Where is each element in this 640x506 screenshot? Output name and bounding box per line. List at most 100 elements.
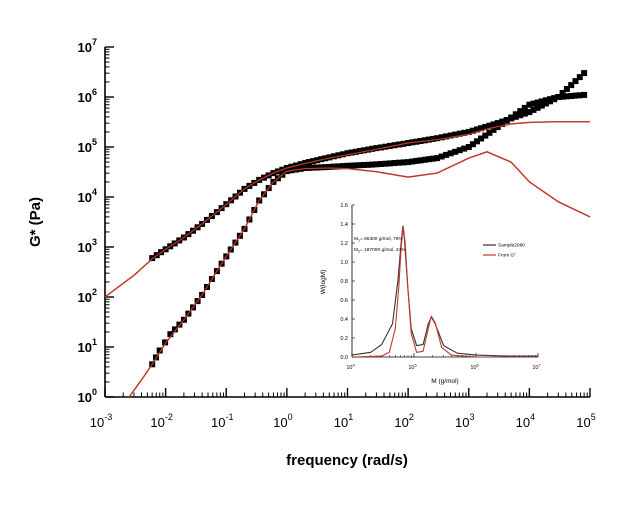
data-point <box>551 95 558 102</box>
data-point <box>378 144 384 151</box>
data-point <box>348 149 355 156</box>
inset-y-tick-label: 1.6 <box>340 203 348 209</box>
data-point <box>318 164 325 171</box>
data-point <box>306 164 313 171</box>
main-y-tick-label: 107 <box>78 37 97 55</box>
data-point <box>526 109 533 116</box>
data-point <box>434 135 441 142</box>
data-point <box>482 132 489 139</box>
inset-y-tick-label: 0.6 <box>340 298 348 304</box>
main-y-tick-label: 105 <box>78 137 97 155</box>
data-point <box>356 162 363 169</box>
data-point <box>348 162 355 169</box>
data-point <box>365 146 372 153</box>
data-point <box>512 111 519 118</box>
data-point <box>373 161 380 168</box>
data-point <box>499 120 506 127</box>
data-point <box>409 158 416 165</box>
data-point <box>547 96 553 103</box>
inset-annotation-1: M1= 66300 g/mol, 76% <box>354 236 404 243</box>
legend-label-sample2080: Sample2080 <box>498 243 525 249</box>
data-point <box>330 153 337 160</box>
inset-line-1 <box>352 225 538 357</box>
data-point <box>469 127 476 134</box>
annotation-1-subscript: 1 <box>358 239 360 243</box>
data-point <box>538 102 545 109</box>
svg-text:M2= 187000 g/mol, 24%: M2= 187000 g/mol, 24% <box>354 247 406 254</box>
data-point <box>576 74 583 81</box>
data-point <box>429 135 436 142</box>
data-point <box>417 157 424 164</box>
data-point <box>526 101 533 108</box>
data-point <box>344 150 351 157</box>
data-point <box>581 91 588 98</box>
data-point <box>559 93 566 100</box>
data-point <box>326 154 333 161</box>
data-point <box>521 110 528 117</box>
inset-x-tick-label: 107 <box>532 363 541 372</box>
data-point <box>572 78 579 85</box>
inset-y-tick-label: 0.4 <box>340 317 348 323</box>
inset-y-tick-label: 1.4 <box>340 222 348 228</box>
data-point <box>482 123 489 130</box>
inset-x-axis-label: M (g/mol) <box>431 378 458 385</box>
main-fit-line-overlay-3 <box>128 151 591 397</box>
main-x-tick-label: 101 <box>334 412 353 430</box>
data-point <box>361 162 367 168</box>
main-y-tick-label: 104 <box>78 187 97 205</box>
data-point <box>486 122 493 129</box>
main-x-tick-label: 105 <box>576 412 595 430</box>
inset-y-tick-label: 1.2 <box>340 241 348 247</box>
main-x-tick-label: 10-3 <box>90 412 112 430</box>
main-x-tick-label: 102 <box>394 412 413 430</box>
data-point <box>534 99 541 106</box>
data-point <box>373 145 380 152</box>
annotation-1-symbol: M <box>354 236 358 242</box>
data-point <box>314 164 321 171</box>
data-point <box>322 164 329 171</box>
data-point <box>490 126 497 133</box>
svg-text:M1= 66300 g/mol, 76%: M1= 66300 g/mol, 76% <box>354 236 404 243</box>
data-point <box>456 130 463 137</box>
data-point <box>469 141 476 148</box>
data-point <box>563 86 570 92</box>
data-point <box>352 148 359 155</box>
data-point <box>572 92 579 99</box>
data-point <box>474 126 480 133</box>
data-point <box>339 163 346 170</box>
data-point <box>568 93 575 99</box>
data-point <box>405 159 412 166</box>
main-axes <box>104 46 591 398</box>
data-point <box>474 138 480 145</box>
main-x-tick-labels: 10-3 10-2 10-1 100 101 102 103 104 105 <box>90 412 596 430</box>
main-x-tick-label: 103 <box>455 412 474 430</box>
data-point <box>335 163 342 170</box>
main-x-tick-label: 104 <box>516 412 535 430</box>
data-point <box>438 134 445 141</box>
data-point <box>452 131 459 138</box>
data-point <box>508 114 515 121</box>
main-x-tick-label: 10-1 <box>211 412 233 430</box>
inset-axes <box>324 197 550 383</box>
data-point <box>438 153 445 160</box>
data-point <box>563 93 570 100</box>
main-y-tick-label: 100 <box>78 387 97 405</box>
data-point <box>369 145 376 152</box>
data-point <box>326 163 333 170</box>
data-point <box>478 125 485 132</box>
annotation-2-subscript: 2 <box>358 250 360 254</box>
inset-x-tick-label: 104 <box>346 363 355 372</box>
data-point <box>576 92 583 99</box>
data-point <box>461 129 468 136</box>
data-point <box>339 151 346 158</box>
data-point <box>503 117 510 124</box>
data-point <box>559 90 566 96</box>
data-point <box>369 161 376 168</box>
data-point <box>542 100 549 107</box>
main-y-axis-label: G* (Pa) <box>27 197 44 247</box>
data-point <box>361 147 367 154</box>
main-y-tick-label: 101 <box>78 337 97 355</box>
main-series-layer <box>105 70 591 397</box>
